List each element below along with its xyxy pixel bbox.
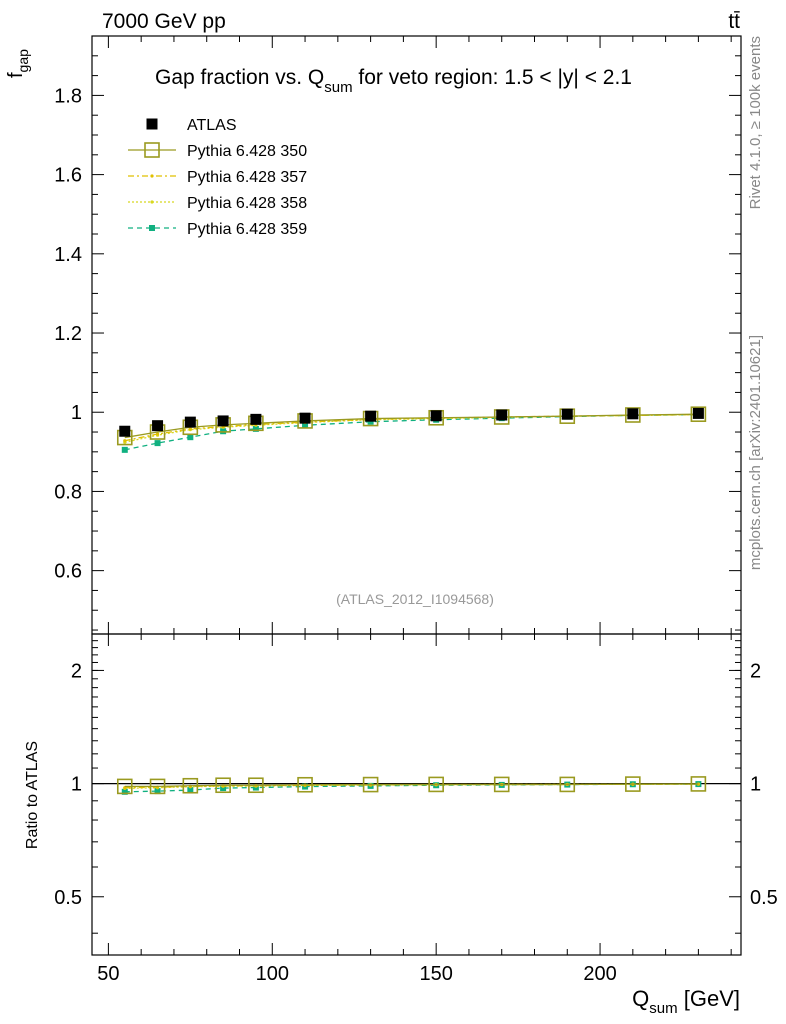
series-pythia-6-428-357-point — [155, 432, 160, 436]
series-pythia-6-428-350-point — [625, 407, 641, 423]
series-pythia-6-428-359-point — [252, 425, 259, 432]
y-tick-label: 1.6 — [54, 165, 82, 187]
ratio-pythia-6-428-350-point — [297, 776, 313, 793]
ratio-tick-label-right: 1 — [750, 774, 761, 796]
y-tick-label: 1.2 — [54, 323, 82, 345]
y-axis-label: fgap — [5, 49, 31, 78]
series-pythia-6-428-359-point — [121, 446, 128, 453]
x-tick-label: 50 — [97, 963, 119, 985]
x-axis-label-rest: [GeV] — [678, 986, 740, 1011]
series-atlas-point — [430, 410, 442, 422]
series-pythia-6-428-359-line — [124, 413, 699, 451]
main-axis-ticks: 0.6 0.8 1 1.2 1.4 1.6 1.8 — [54, 35, 741, 634]
ratio-tick-label: 2 — [71, 660, 82, 682]
legend-pythia-6-428-350-label: Pythia 6.428 350 — [187, 143, 307, 160]
y-tick-label: 1.8 — [54, 85, 82, 107]
title-main: Gap fraction vs. Q — [155, 66, 324, 89]
ratio-pythia-6-428-350-point — [215, 777, 231, 794]
ratio-tick-label-right: 2 — [750, 660, 761, 682]
series-atlas-point — [561, 408, 573, 420]
ratio-pythia-6-428-350-point — [493, 776, 510, 793]
mcplots-label: mcplots.cern.ch [arXiv:2401.10621] — [747, 335, 764, 570]
ratio-tick-label: 1 — [71, 774, 82, 796]
series-atlas-point — [119, 425, 131, 437]
legend-pythia-6-428-357-label: Pythia 6.428 357 — [187, 169, 307, 186]
x-tick-label: 200 — [583, 963, 616, 985]
ratio-pythia-6-428-350-point — [428, 776, 444, 793]
ratio-pythia-6-428-350-point — [248, 777, 264, 794]
legend-pythia-6-428-358-label: Pythia 6.428 358 — [187, 195, 307, 212]
y-tick-label: 1.4 — [54, 244, 82, 266]
y-tick-label: 0.6 — [54, 561, 82, 583]
ratio-pythia-6-428-359-point — [187, 787, 194, 794]
series-pythia-6-428-357-point — [123, 439, 127, 443]
series-atlas-point — [250, 413, 262, 425]
x-axis-label: Qsum [GeV] — [632, 986, 740, 1017]
series-pythia-6-428-350-line — [124, 413, 699, 439]
rivet-label: Rivet 4.1.0, ≥ 100k events — [747, 36, 764, 209]
ratio-pythia-6-428-359-point — [121, 788, 128, 795]
series-pythia-6-428-357-line — [124, 413, 699, 442]
y-axis-label-main: f — [5, 72, 27, 78]
ratio-series-layer — [116, 776, 707, 795]
x-axis-label-main: Q — [632, 986, 649, 1011]
series-pythia-6-428-357-point — [188, 427, 192, 431]
title-rest: for veto region: 1.5 < |y| < 2.1 — [353, 66, 632, 89]
x-tick-label: 150 — [419, 963, 452, 985]
legend-pythia-6-428-359-label: Pythia 6.428 359 — [187, 221, 307, 238]
series-atlas-point — [627, 408, 639, 420]
series-pythia-6-428-359-point — [367, 418, 374, 425]
y-tick-label: 1 — [71, 402, 82, 424]
x-axis-label-sub: sum — [649, 1000, 677, 1017]
series-atlas-point — [692, 407, 704, 419]
ratio-pythia-6-428-359-point — [220, 785, 227, 792]
ratio-tick-label: 0.5 — [54, 887, 82, 909]
analysis-watermark: (ATLAS_2012_I1094568) — [336, 591, 494, 607]
ratio-pythia-6-428-350-point — [690, 776, 707, 792]
series-atlas-point — [365, 410, 377, 422]
series-pythia-6-428-359-point — [187, 434, 194, 441]
ratio-tick-label-right: 0.5 — [750, 887, 778, 909]
legend-pythia-6-428-359-swatch-marker — [149, 225, 155, 231]
title-sub: sum — [324, 79, 352, 96]
ratio-pythia-6-428-350-point — [116, 778, 133, 795]
ratio-pythia-6-428-350-point — [625, 776, 641, 792]
ratio-pythia-6-428-359-point — [154, 788, 161, 795]
legend-pythia-6-428-358-swatch-marker — [150, 200, 154, 204]
x-tick-label: 100 — [256, 963, 289, 985]
series-pythia-6-428-359-point — [302, 422, 309, 429]
ratio-pythia-6-428-350-point — [182, 777, 199, 794]
y-axis-label-sub: gap — [15, 49, 31, 73]
series-pythia-6-428-350-point — [690, 406, 707, 423]
ratio-pythia-6-428-350-point — [149, 778, 166, 795]
series-atlas-point — [152, 420, 164, 432]
main-series-layer — [116, 406, 707, 453]
ratio-plot-frame — [91, 633, 742, 956]
series-atlas-point — [299, 412, 311, 424]
ratio-pythia-6-428-350-line — [124, 783, 699, 788]
series-pythia-6-428-358-line — [124, 413, 699, 443]
series-pythia-6-428-359-point — [154, 440, 161, 447]
y-tick-label: 0.8 — [54, 481, 82, 503]
ratio-y-axis-label: Ratio to ATLAS — [24, 741, 41, 849]
series-atlas-point — [496, 409, 508, 421]
energy-label: 7000 GeV pp — [102, 10, 226, 33]
ratio-pythia-6-428-350-point — [559, 776, 576, 793]
series-atlas-point — [217, 415, 229, 427]
process-label: tt̄ — [728, 10, 740, 33]
series-atlas-point — [184, 416, 196, 428]
legend-pythia-6-428-350-swatch-marker — [144, 142, 160, 158]
legend-pythia-6-428-357-swatch-marker — [150, 174, 154, 178]
legend-atlas-label: ATLAS — [187, 117, 237, 134]
legend: ATLAS Pythia 6.428 350 Pythia 6.428 357 Pyt… — [128, 117, 307, 238]
legend-atlas-swatch-marker — [146, 118, 158, 130]
plot-title: Gap fraction vs. Qsum for veto region: 1… — [155, 66, 632, 96]
ratio-pythia-6-428-350-point — [362, 776, 379, 793]
ratio-axis-ticks: 50 100 150 200 0.5 0.5 1 1 2 2 — [54, 634, 778, 985]
